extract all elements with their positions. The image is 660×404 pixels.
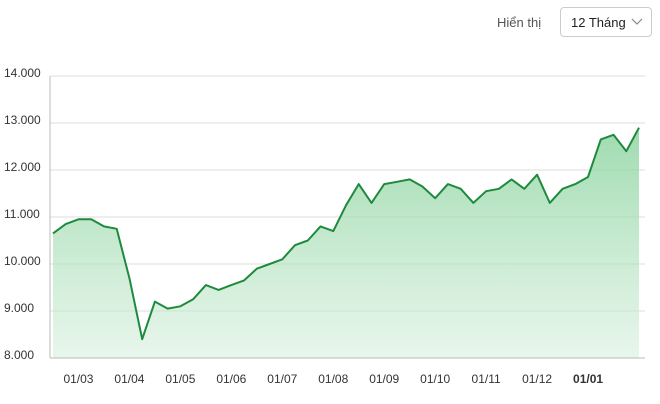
y-tick-label: 14.000 xyxy=(4,66,41,80)
y-tick-label: 9.000 xyxy=(4,301,34,315)
x-tick-label: 01/11 xyxy=(472,372,501,386)
y-tick-label: 8.000 xyxy=(4,348,34,362)
period-value[interactable]: 12 Tháng xyxy=(571,15,626,30)
x-tick-label: 01/10 xyxy=(420,372,450,386)
x-tick-label: 01/07 xyxy=(267,372,297,386)
x-tick-label: 01/08 xyxy=(318,372,348,386)
y-tick-label: 11.000 xyxy=(4,207,40,221)
x-tick-label: 01/12 xyxy=(522,372,552,386)
y-tick-label: 13.000 xyxy=(4,113,41,127)
x-tick-label: 01/09 xyxy=(369,372,399,386)
x-tick-label: 01/06 xyxy=(216,372,246,386)
price-line xyxy=(52,127,640,341)
period-label: Hiển thị xyxy=(497,15,542,30)
y-tick-label: 10.000 xyxy=(4,254,41,268)
y-tick-label: 12.000 xyxy=(4,160,41,174)
x-tick-label: 01/04 xyxy=(114,372,144,386)
period-select[interactable]: 12 Tháng xyxy=(560,7,652,37)
dropdown-arrow xyxy=(631,18,643,25)
x-tick-label: 01/03 xyxy=(63,372,93,386)
x-tick-label: 01/05 xyxy=(165,372,195,386)
x-tick-label: 01/01 xyxy=(573,372,603,386)
area-fill xyxy=(53,127,639,358)
